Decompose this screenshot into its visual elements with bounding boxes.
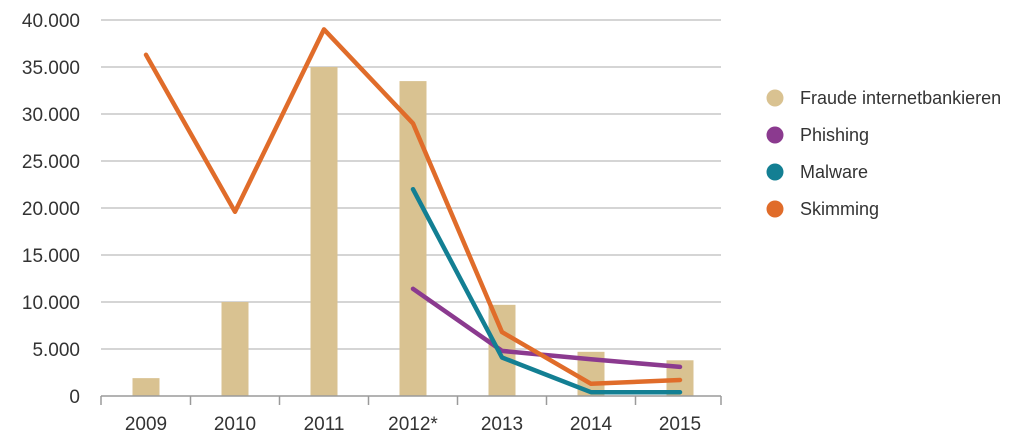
y-tick-label: 35.000 [22, 58, 80, 79]
y-tick-label: 10.000 [22, 293, 80, 314]
legend-label: Skimming [800, 199, 879, 219]
legend-item-phishing: Phishing [766, 125, 869, 145]
x-tick-label: 2013 [481, 414, 523, 435]
y-tick-label: 40.000 [22, 11, 80, 32]
line-skimming [143, 27, 683, 387]
legend-item-fraude-internetbankieren: Fraude internetbankieren [766, 88, 1001, 108]
y-tick-label: 5.000 [32, 340, 80, 361]
line-series [143, 27, 683, 395]
x-tick-label: 2009 [125, 414, 167, 435]
y-tick-label: 15.000 [22, 246, 80, 267]
legend-marker [766, 126, 784, 144]
bar-series [132, 67, 694, 396]
legend-marker [766, 163, 784, 181]
x-tick-label: 2010 [214, 414, 256, 435]
legend-label: Phishing [800, 125, 869, 145]
x-tick-label: 2012* [388, 414, 438, 435]
x-tick-label: 2014 [570, 414, 613, 435]
x-tick-label: 2011 [304, 414, 345, 435]
legend: Fraude internetbankieren Phishing Malware S… [766, 88, 1001, 219]
line-phishing [410, 286, 683, 370]
legend-marker [766, 200, 784, 218]
y-tick-label: 0 [69, 387, 80, 408]
bar-2010 [221, 302, 249, 396]
x-tick-labels: 2009 2010 2011 2012* 2013 2014 2015 [125, 414, 701, 435]
bar-2012 [399, 81, 427, 396]
y-axis: 0 5.000 10.000 15.000 20.000 25.000 30.000 35.0… [22, 11, 80, 408]
x-tick-label: 2015 [659, 414, 701, 435]
legend-label: Fraude internetbankieren [800, 88, 1001, 108]
legend-marker [766, 89, 784, 107]
legend-label: Malware [800, 162, 868, 182]
line-malware [410, 186, 683, 395]
bar-2009 [132, 378, 160, 396]
y-tick-label: 25.000 [22, 152, 80, 173]
legend-item-malware: Malware [766, 162, 868, 182]
y-tick-label: 30.000 [22, 105, 80, 126]
legend-item-skimming: Skimming [766, 199, 879, 219]
y-tick-label: 20.000 [22, 199, 80, 220]
x-axis [100, 395, 722, 405]
bar-2011 [310, 67, 338, 396]
